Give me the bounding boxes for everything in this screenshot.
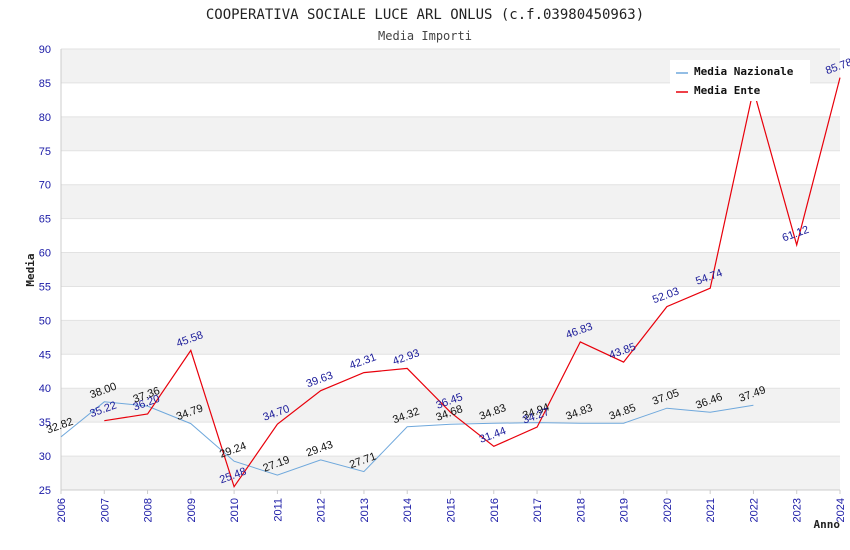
chart-title: COOPERATIVA SOCIALE LUCE ARL ONLUS (c.f.… xyxy=(206,7,644,23)
x-tick-label: 2013 xyxy=(359,498,371,522)
x-tick-label: 2022 xyxy=(748,498,760,522)
y-tick-label: 55 xyxy=(39,281,51,293)
y-tick-label: 25 xyxy=(39,485,51,497)
y-tick-label: 75 xyxy=(39,146,51,158)
x-tick-label: 2020 xyxy=(662,498,674,522)
x-tick-label: 2021 xyxy=(705,498,717,522)
x-tick-label: 2014 xyxy=(402,498,414,522)
y-tick-label: 60 xyxy=(39,248,51,260)
x-tick-label: 2006 xyxy=(56,498,68,522)
x-tick-label: 2008 xyxy=(143,498,155,522)
legend-label-nazionale: Media Nazionale xyxy=(694,65,794,78)
y-tick-label: 65 xyxy=(39,214,51,226)
y-tick-label: 50 xyxy=(39,315,51,327)
grid-band xyxy=(61,456,840,490)
y-tick-label: 70 xyxy=(39,180,51,192)
x-tick-label: 2019 xyxy=(619,498,631,522)
x-tick-label: 2023 xyxy=(792,498,804,522)
x-tick-label: 2010 xyxy=(229,498,241,522)
x-tick-label: 2007 xyxy=(99,498,111,522)
x-tick-label: 2018 xyxy=(575,498,587,522)
x-tick-label: 2016 xyxy=(489,498,501,522)
chart: COOPERATIVA SOCIALE LUCE ARL ONLUS (c.f.… xyxy=(0,0,850,550)
x-tick-label: 2015 xyxy=(446,498,458,522)
y-tick-label: 85 xyxy=(39,78,51,90)
x-axis-label: Anno xyxy=(814,518,841,531)
legend-label-ente: Media Ente xyxy=(694,84,761,97)
y-tick-label: 40 xyxy=(39,383,51,395)
x-tick-label: 2009 xyxy=(186,498,198,522)
y-tick-label: 80 xyxy=(39,112,51,124)
y-tick-label: 90 xyxy=(39,44,51,56)
x-tick-label: 2011 xyxy=(272,498,284,522)
grid-band xyxy=(61,253,840,287)
x-tick-labels: 2006 2007 2008 2009 2010 2011 2012 2013 2014 2015… xyxy=(56,490,847,522)
y-axis-label: Media xyxy=(24,253,37,286)
x-tick-label: 2017 xyxy=(532,498,544,522)
grid-band xyxy=(61,185,840,219)
x-tick-label: 2012 xyxy=(316,498,328,522)
chart-subtitle: Media Importi xyxy=(378,29,472,43)
y-tick-label: 30 xyxy=(39,451,51,463)
grid-band xyxy=(61,117,840,151)
y-tick-label: 45 xyxy=(39,349,51,361)
legend: Media Nazionale Media Ente xyxy=(670,60,810,101)
